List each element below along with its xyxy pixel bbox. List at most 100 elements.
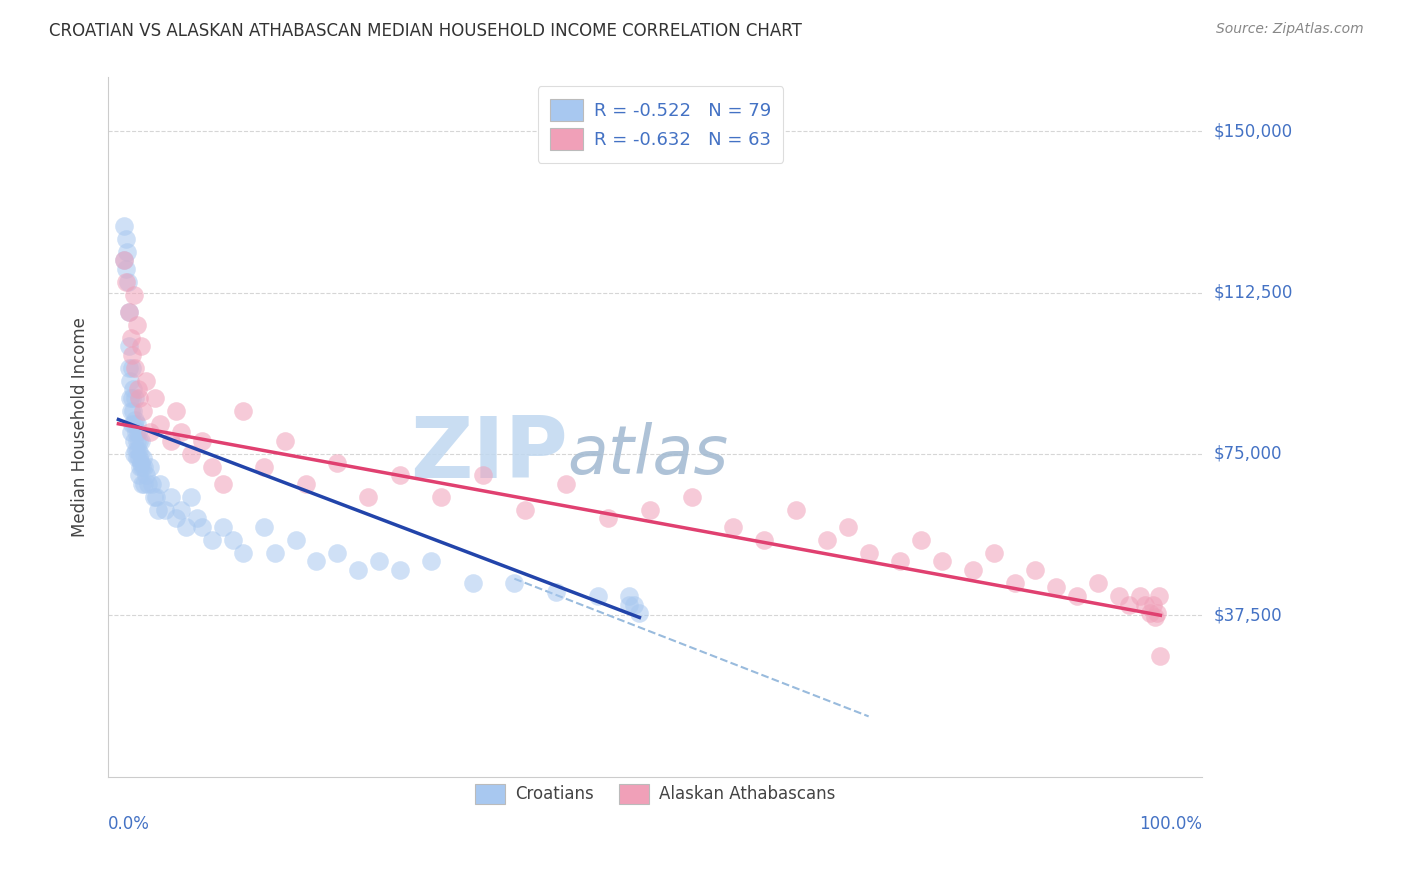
Point	[125, 442, 148, 457]
Text: $150,000: $150,000	[1213, 122, 1292, 140]
Point	[114, 261, 136, 276]
Point	[165, 404, 187, 418]
Point	[128, 391, 150, 405]
Point	[127, 318, 149, 332]
Point	[127, 442, 149, 457]
Point	[112, 253, 135, 268]
Point	[1149, 649, 1171, 664]
Point	[617, 589, 640, 603]
Point	[617, 598, 640, 612]
Point	[889, 554, 911, 568]
Point	[122, 434, 145, 448]
Point	[134, 374, 156, 388]
Point	[180, 447, 202, 461]
Point	[1144, 610, 1167, 624]
Point	[124, 391, 146, 405]
Point	[128, 468, 150, 483]
Point	[170, 425, 193, 440]
Text: ZIP: ZIP	[409, 414, 568, 497]
Point	[180, 490, 202, 504]
Point	[117, 275, 139, 289]
Point	[274, 434, 297, 448]
Point	[962, 563, 984, 577]
Point	[159, 434, 181, 448]
Point	[132, 451, 155, 466]
Point	[145, 490, 167, 504]
Point	[114, 232, 136, 246]
Point	[721, 520, 744, 534]
Text: 0.0%: 0.0%	[108, 815, 150, 833]
Point	[112, 219, 135, 233]
Point	[174, 520, 197, 534]
Point	[118, 339, 141, 353]
Point	[430, 490, 453, 504]
Text: $112,500: $112,500	[1213, 284, 1292, 301]
Point	[503, 576, 526, 591]
Point	[837, 520, 859, 534]
Point	[129, 459, 152, 474]
Point	[149, 477, 172, 491]
Point	[186, 511, 208, 525]
Point	[142, 490, 165, 504]
Point	[155, 503, 177, 517]
Point	[544, 584, 567, 599]
Point	[143, 391, 166, 405]
Point	[131, 434, 153, 448]
Point	[815, 533, 838, 547]
Legend: Croatians, Alaskan Athabascans: Croatians, Alaskan Athabascans	[461, 770, 848, 817]
Point	[121, 391, 143, 405]
Point	[122, 383, 145, 397]
Point	[122, 417, 145, 431]
Point	[132, 404, 155, 418]
Point	[131, 477, 153, 491]
Point	[134, 459, 156, 474]
Point	[121, 360, 143, 375]
Point	[127, 383, 149, 397]
Text: Source: ZipAtlas.com: Source: ZipAtlas.com	[1216, 22, 1364, 37]
Point	[141, 477, 163, 491]
Point	[1142, 598, 1164, 612]
Point	[124, 360, 146, 375]
Point	[1087, 576, 1109, 591]
Point	[1139, 606, 1161, 620]
Point	[120, 425, 142, 440]
Point	[114, 275, 136, 289]
Point	[118, 305, 141, 319]
Point	[347, 563, 370, 577]
Point	[118, 305, 141, 319]
Point	[357, 490, 380, 504]
Point	[284, 533, 307, 547]
Point	[211, 520, 233, 534]
Text: $37,500: $37,500	[1213, 607, 1282, 624]
Point	[253, 459, 276, 474]
Point	[131, 339, 153, 353]
Point	[122, 404, 145, 418]
Point	[295, 477, 318, 491]
Point	[513, 503, 536, 517]
Point	[127, 451, 149, 466]
Point	[1004, 576, 1026, 591]
Point	[146, 503, 169, 517]
Point	[115, 244, 138, 259]
Point	[420, 554, 443, 568]
Point	[129, 447, 152, 461]
Point	[159, 490, 181, 504]
Point	[120, 404, 142, 418]
Point	[461, 576, 484, 591]
Point	[121, 417, 143, 431]
Point	[138, 425, 160, 440]
Point	[858, 546, 880, 560]
Text: 100.0%: 100.0%	[1139, 815, 1202, 833]
Point	[118, 360, 141, 375]
Point	[138, 459, 160, 474]
Point	[1149, 589, 1171, 603]
Point	[931, 554, 953, 568]
Point	[388, 563, 411, 577]
Point	[131, 456, 153, 470]
Point	[388, 468, 411, 483]
Point	[910, 533, 932, 547]
Point	[222, 533, 245, 547]
Point	[121, 348, 143, 362]
Point	[128, 451, 150, 466]
Point	[1066, 589, 1088, 603]
